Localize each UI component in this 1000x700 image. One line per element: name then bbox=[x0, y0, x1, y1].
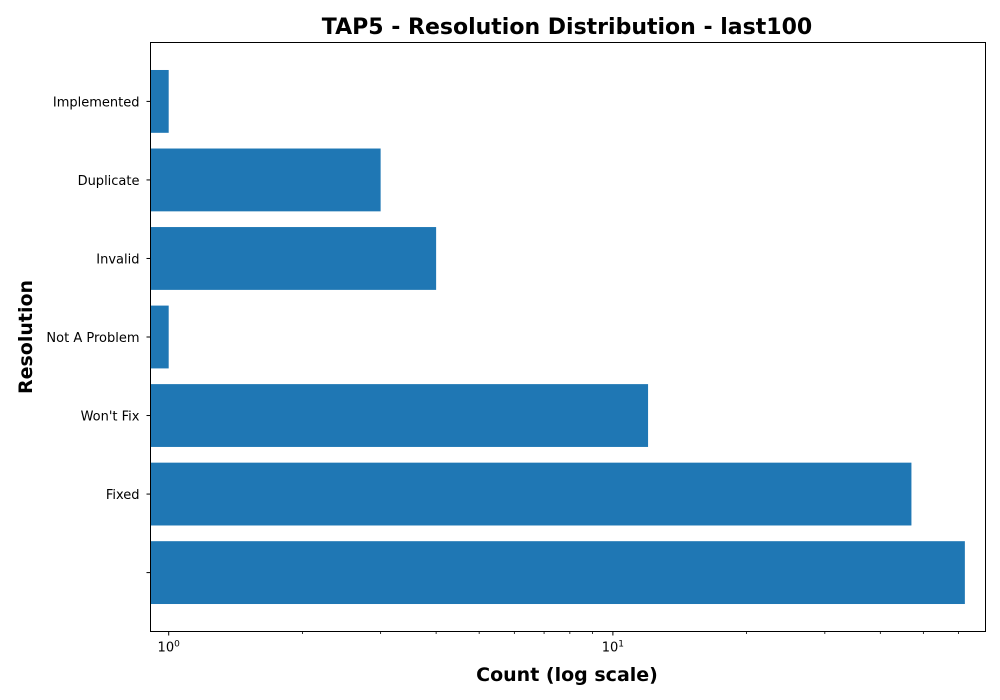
bar-4 bbox=[150, 227, 437, 290]
bar-6 bbox=[150, 69, 169, 133]
y-tick-label-4: Invalid bbox=[96, 252, 139, 267]
y-tick-label-5: Duplicate bbox=[78, 174, 140, 189]
x-axis-ticks: 100 101 bbox=[158, 631, 959, 656]
y-tick-label-1: Fixed bbox=[106, 488, 140, 503]
bar-3 bbox=[150, 305, 169, 369]
y-tick-label-3: Not A Problem bbox=[46, 331, 139, 346]
x-axis-label: Count (log scale) bbox=[476, 664, 658, 686]
bar-2 bbox=[150, 384, 649, 447]
y-axis-label: Resolution bbox=[15, 280, 37, 394]
x-tick-label-1: 101 bbox=[602, 640, 624, 656]
bars-group bbox=[150, 69, 965, 605]
y-axis-ticks: Fixed Won't Fix Not A Problem Invalid Duplic… bbox=[46, 95, 151, 574]
bar-5 bbox=[150, 148, 381, 212]
y-tick-label-2: Won't Fix bbox=[81, 410, 140, 425]
bar-1 bbox=[150, 462, 912, 526]
y-tick-label-6: Implemented bbox=[53, 95, 140, 110]
x-tick-label-0: 100 bbox=[158, 640, 181, 656]
bar-0 bbox=[150, 541, 965, 605]
chart-title: TAP5 - Resolution Distribution - last100 bbox=[322, 15, 812, 40]
